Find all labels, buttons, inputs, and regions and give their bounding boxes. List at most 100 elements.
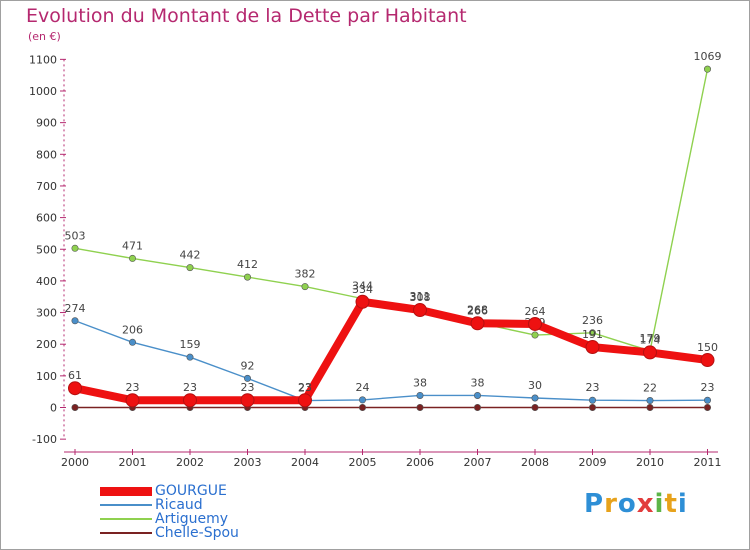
series-line-gourgue [71,297,712,405]
data-point-gourgue [643,345,657,360]
data-point-artiguemy [129,254,137,262]
data-label-ricaud: 22 [643,382,657,395]
logo-letter: r [604,489,618,519]
legend-label-gourgue: GOURGUE [155,483,227,499]
logo-letter: x [636,489,655,519]
data-point-chelle-spou [646,403,654,411]
data-label-ricaud: 159 [180,338,201,351]
data-point-artiguemy [186,264,194,272]
data-label-gourgue: 61 [68,369,82,382]
legend-swatch-ricaud [100,504,152,506]
data-label-gourgue: 23 [241,381,255,394]
y-tick-label: 1100 [29,53,57,66]
y-tick-label: 800 [36,148,57,161]
y-tick-label: 600 [36,212,57,225]
data-label-ricaud: 24 [356,381,370,394]
data-point-gourgue [240,393,255,408]
legend-label-chelle-spou: Chelle-Spou [155,525,239,541]
y-tick-label: 1000 [29,85,57,98]
legend-label-ricaud: Ricaud [155,497,203,513]
legend-label-artiguemy: Artiguemy [155,511,229,527]
x-tick-label: 2010 [636,456,664,469]
y-tick-label: 0 [50,402,57,415]
y-tick-label: -100 [32,433,57,446]
data-point-artiguemy [588,329,596,337]
data-point-gourgue [355,294,370,309]
y-tick-label: 200 [36,338,57,351]
x-tick-label: 2002 [176,456,204,469]
y-tick-label: 900 [36,117,57,130]
data-point-artiguemy [703,65,711,73]
data-label-ricaud: 30 [528,379,542,392]
data-label-ricaud: 274 [65,302,86,315]
legend-swatch-chelle-spou [100,532,152,534]
x-tick-label: 2009 [579,456,607,469]
chart-title: Evolution du Montant de la Dette par Hab… [26,5,467,27]
data-point-chelle-spou [703,403,711,411]
x-tick-label: 2005 [349,456,377,469]
data-point-chelle-spou [531,403,539,411]
data-label-gourgue: 191 [582,328,603,341]
data-point-ricaud [244,374,252,382]
data-label-ricaud: 23 [701,381,715,394]
data-point-ricaud [358,396,366,404]
data-label-gourgue: 23 [126,381,140,394]
data-point-chelle-spou [358,403,366,411]
data-label-artiguemy: 1069 [694,50,722,63]
chart-subtitle: (en €) [28,30,61,43]
data-label-gourgue: 23 [183,381,197,394]
data-point-gourgue [183,393,197,408]
x-tick-label: 2008 [521,456,549,469]
data-label-gourgue: 264 [525,305,546,318]
logo-letter: t [664,489,678,519]
logo-letter: o [617,489,637,519]
x-tick-label: 2007 [464,456,492,469]
data-label-gourgue: 23 [298,381,312,394]
y-tick-label: 700 [36,180,57,193]
data-label-artiguemy: 179 [640,332,661,345]
data-point-gourgue [68,381,82,396]
data-label-gourgue: 174 [640,333,661,346]
data-label-ricaud: 92 [241,359,255,372]
proxiti-logo: Proxiti [584,489,688,519]
y-tick-label: 500 [36,243,57,256]
x-tick-label: 2003 [234,456,262,469]
data-label-artiguemy: 503 [65,229,86,242]
y-tick-label: 400 [36,275,57,288]
data-point-ricaud [588,396,596,404]
logo-letter: i [654,489,665,519]
data-label-gourgue: 334 [352,283,373,296]
data-label-artiguemy: 268 [467,304,488,317]
data-point-ricaud [416,391,424,399]
data-point-chelle-spou [416,403,424,411]
data-point-chelle-spou [473,403,481,411]
data-label-artiguemy: 412 [237,258,258,271]
data-label-gourgue: 308 [410,291,431,304]
data-point-ricaud [71,317,79,325]
data-label-artiguemy: 382 [295,268,316,281]
series-line-ricaud [74,320,709,402]
data-point-ricaud [646,397,654,405]
x-tick-label: 2001 [119,456,147,469]
data-label-artiguemy: 236 [582,314,603,327]
x-tick-label: 2006 [406,456,434,469]
y-tick-label: 300 [36,307,57,320]
data-label-gourgue: 150 [697,341,718,354]
data-point-artiguemy [71,244,79,252]
legend-swatch-artiguemy [100,518,152,520]
legend-swatch-gourgue [100,487,152,496]
data-point-ricaud [186,353,194,361]
data-point-artiguemy [531,331,539,339]
data-point-gourgue [298,393,312,408]
data-point-ricaud [129,338,137,346]
data-point-artiguemy [301,283,309,291]
data-point-chelle-spou [588,403,596,411]
data-label-gourgue: 266 [467,304,488,317]
data-point-gourgue [528,316,542,331]
data-label-ricaud: 206 [122,323,143,336]
data-label-artiguemy: 344 [352,280,373,293]
data-label-ricaud: 23 [586,381,600,394]
data-label-ricaud: 38 [471,376,485,389]
data-point-gourgue [585,340,600,355]
